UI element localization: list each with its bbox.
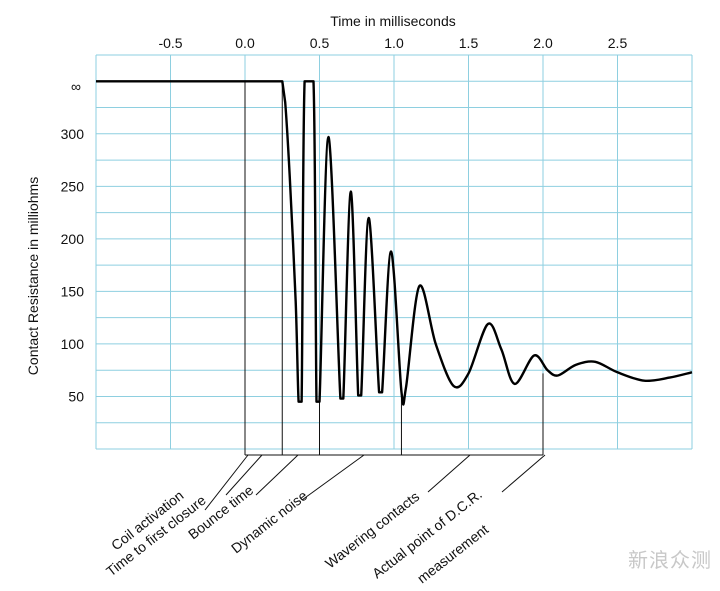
guide-leader xyxy=(501,454,546,493)
x-tick-label: 1.5 xyxy=(459,35,479,51)
x-tick-label: 0.0 xyxy=(235,35,255,51)
y-tick-label-infinity: ∞ xyxy=(71,78,81,94)
y-tick-label: 50 xyxy=(68,388,84,404)
guide-leader xyxy=(225,454,263,496)
y-tick-label: 100 xyxy=(61,336,85,352)
grid xyxy=(95,54,693,450)
y-tick-label: 300 xyxy=(61,126,85,142)
guide-leader xyxy=(204,454,249,511)
y-tick-label: 200 xyxy=(61,231,85,247)
y-tick-label: 150 xyxy=(61,283,85,299)
y-tick-labels: ∞ 300 250 200 150 100 50 xyxy=(61,78,85,404)
watermark: 新浪众测 xyxy=(628,548,712,572)
y-axis-title: Contact Resistance in milliohms xyxy=(25,177,41,375)
annotation-guides xyxy=(204,81,546,511)
x-tick-label: 2.0 xyxy=(533,35,553,51)
guide-leader xyxy=(427,454,471,493)
resistance-curve xyxy=(96,80,693,406)
x-axis-title: Time in milliseconds xyxy=(330,13,456,29)
x-tick-label: 0.5 xyxy=(310,35,330,51)
x-tick-labels: -0.5 0.0 0.5 1.0 1.5 2.0 2.5 xyxy=(158,35,627,51)
guide-leader xyxy=(255,454,299,496)
guide-leader xyxy=(301,454,365,501)
y-tick-label: 250 xyxy=(61,178,85,194)
x-tick-label: 2.5 xyxy=(608,35,628,51)
x-tick-label: 1.0 xyxy=(384,35,404,51)
x-tick-label: -0.5 xyxy=(158,35,182,51)
